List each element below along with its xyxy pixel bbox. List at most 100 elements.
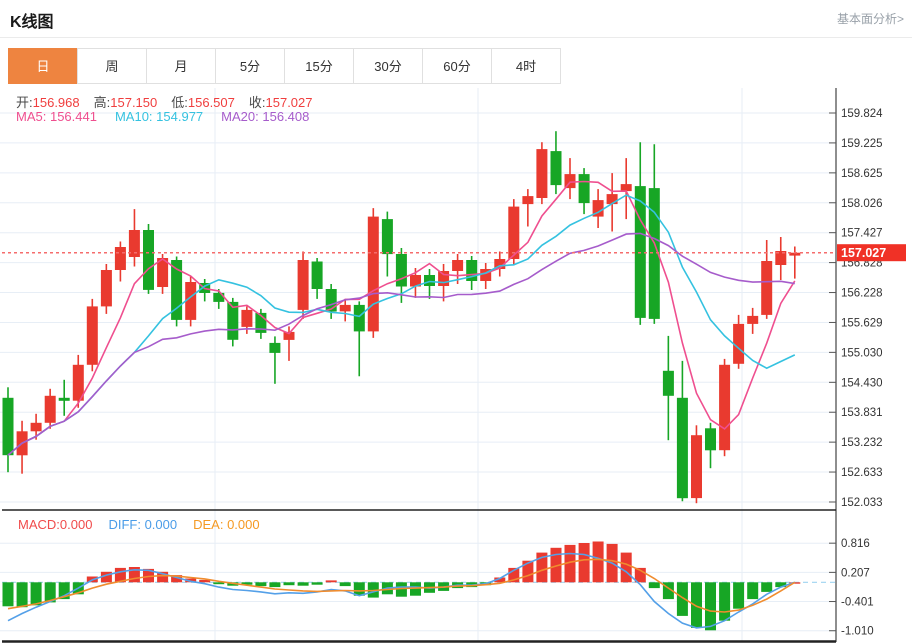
macd-bar xyxy=(648,582,660,589)
candle xyxy=(606,194,618,205)
axis-tick-label: 159.824 xyxy=(841,108,883,120)
candle xyxy=(185,282,197,320)
macd-bar xyxy=(620,552,632,583)
tab-day[interactable]: 日 xyxy=(8,48,78,84)
candle xyxy=(86,306,98,365)
macd-bar xyxy=(508,567,520,583)
macd-bar xyxy=(719,582,731,621)
macd-bar xyxy=(522,560,534,583)
macd-bar xyxy=(297,582,309,586)
high-value: 157.150 xyxy=(110,95,158,110)
dea-value-legend: DEA: 0.000 xyxy=(193,517,260,532)
candle xyxy=(522,196,534,205)
candle xyxy=(157,258,169,287)
candle xyxy=(494,259,506,269)
grid-lines xyxy=(0,88,836,641)
macd-bar xyxy=(143,568,154,583)
candle xyxy=(339,304,351,312)
candle xyxy=(44,395,56,423)
header-divider xyxy=(0,37,912,38)
macd-bar xyxy=(58,582,70,600)
macd-bar xyxy=(662,582,674,600)
open-value: 156.968 xyxy=(32,95,80,110)
y-axis: 159.824159.225158.625158.026157.427156.8… xyxy=(2,88,883,643)
candle xyxy=(424,275,435,286)
candle xyxy=(550,151,562,186)
macd-bar xyxy=(171,575,183,583)
macd-bar xyxy=(185,578,197,583)
axis-tick-label: 156.228 xyxy=(841,288,883,300)
candle xyxy=(283,331,295,340)
axis-tick-label: 158.026 xyxy=(841,198,883,210)
candle xyxy=(100,270,112,307)
macd-bar xyxy=(16,582,28,608)
current-price-line: 157.027 xyxy=(2,244,906,262)
fundamental-analysis-link[interactable]: 基本面分析> xyxy=(836,12,904,26)
high-label: 高: xyxy=(93,95,111,110)
diff-line xyxy=(7,552,796,629)
open-label: 开: xyxy=(16,95,33,110)
ma10-line xyxy=(7,194,796,456)
candle xyxy=(508,206,520,259)
candle xyxy=(761,261,773,315)
tab-15min[interactable]: 15分 xyxy=(284,48,354,84)
macd-bar xyxy=(283,582,295,586)
candle xyxy=(705,428,716,451)
axis-tick-label: 0.816 xyxy=(841,538,870,550)
tab-30min[interactable]: 30分 xyxy=(353,48,423,84)
close-label: 收: xyxy=(248,95,266,110)
candle xyxy=(620,184,632,192)
macd-bar xyxy=(578,543,590,583)
candle xyxy=(564,174,576,189)
macd-bar xyxy=(747,582,759,600)
axis-tick-label: 155.629 xyxy=(841,317,883,329)
candle xyxy=(30,422,42,432)
tab-month[interactable]: 月 xyxy=(146,48,216,84)
candle xyxy=(733,323,745,364)
candle xyxy=(171,260,183,320)
close-value: 157.027 xyxy=(265,95,313,110)
tab-60min[interactable]: 60分 xyxy=(422,48,492,84)
axis-tick-label: 152.633 xyxy=(841,467,883,479)
candle xyxy=(128,230,140,257)
axis-tick-label: 157.427 xyxy=(841,228,883,240)
candle xyxy=(466,260,478,281)
candle xyxy=(480,269,492,281)
candle xyxy=(395,254,407,287)
axis-tick-label: 159.225 xyxy=(841,138,883,150)
candle xyxy=(311,261,323,289)
candle xyxy=(114,247,126,270)
macd-bar xyxy=(269,582,281,588)
candle xyxy=(592,200,604,217)
candle xyxy=(648,188,660,319)
macd-bar xyxy=(339,582,351,587)
tab-week[interactable]: 周 xyxy=(77,48,147,84)
candle xyxy=(353,304,365,332)
candle xyxy=(719,364,731,451)
macd-bar xyxy=(213,582,225,585)
macd-bar xyxy=(564,544,576,583)
axis-tick-label: -1.010 xyxy=(841,626,874,638)
axis-tick-label: 153.831 xyxy=(841,407,883,419)
macd-bar xyxy=(2,582,14,607)
macd-bar xyxy=(676,582,688,616)
candle xyxy=(255,312,267,333)
candle xyxy=(2,397,14,456)
candle xyxy=(438,271,450,286)
macd-bar xyxy=(536,552,548,583)
macd-bar xyxy=(634,567,646,583)
macd-bar xyxy=(199,579,211,583)
tab-4hour[interactable]: 4时 xyxy=(491,48,561,84)
candle xyxy=(143,230,154,290)
low-value: 156.507 xyxy=(187,95,235,110)
macd-bar xyxy=(325,580,337,583)
macd-bar xyxy=(550,547,562,583)
macd-layer xyxy=(2,541,836,631)
candle xyxy=(691,435,702,499)
axis-tick-label: 155.030 xyxy=(841,347,883,359)
macd-bar xyxy=(255,582,267,587)
macd-legend: MACD:0.000 DIFF: 0.000 DEA: 0.000 xyxy=(18,517,260,532)
macd-bar xyxy=(114,567,126,583)
tab-5min[interactable]: 5分 xyxy=(215,48,285,84)
